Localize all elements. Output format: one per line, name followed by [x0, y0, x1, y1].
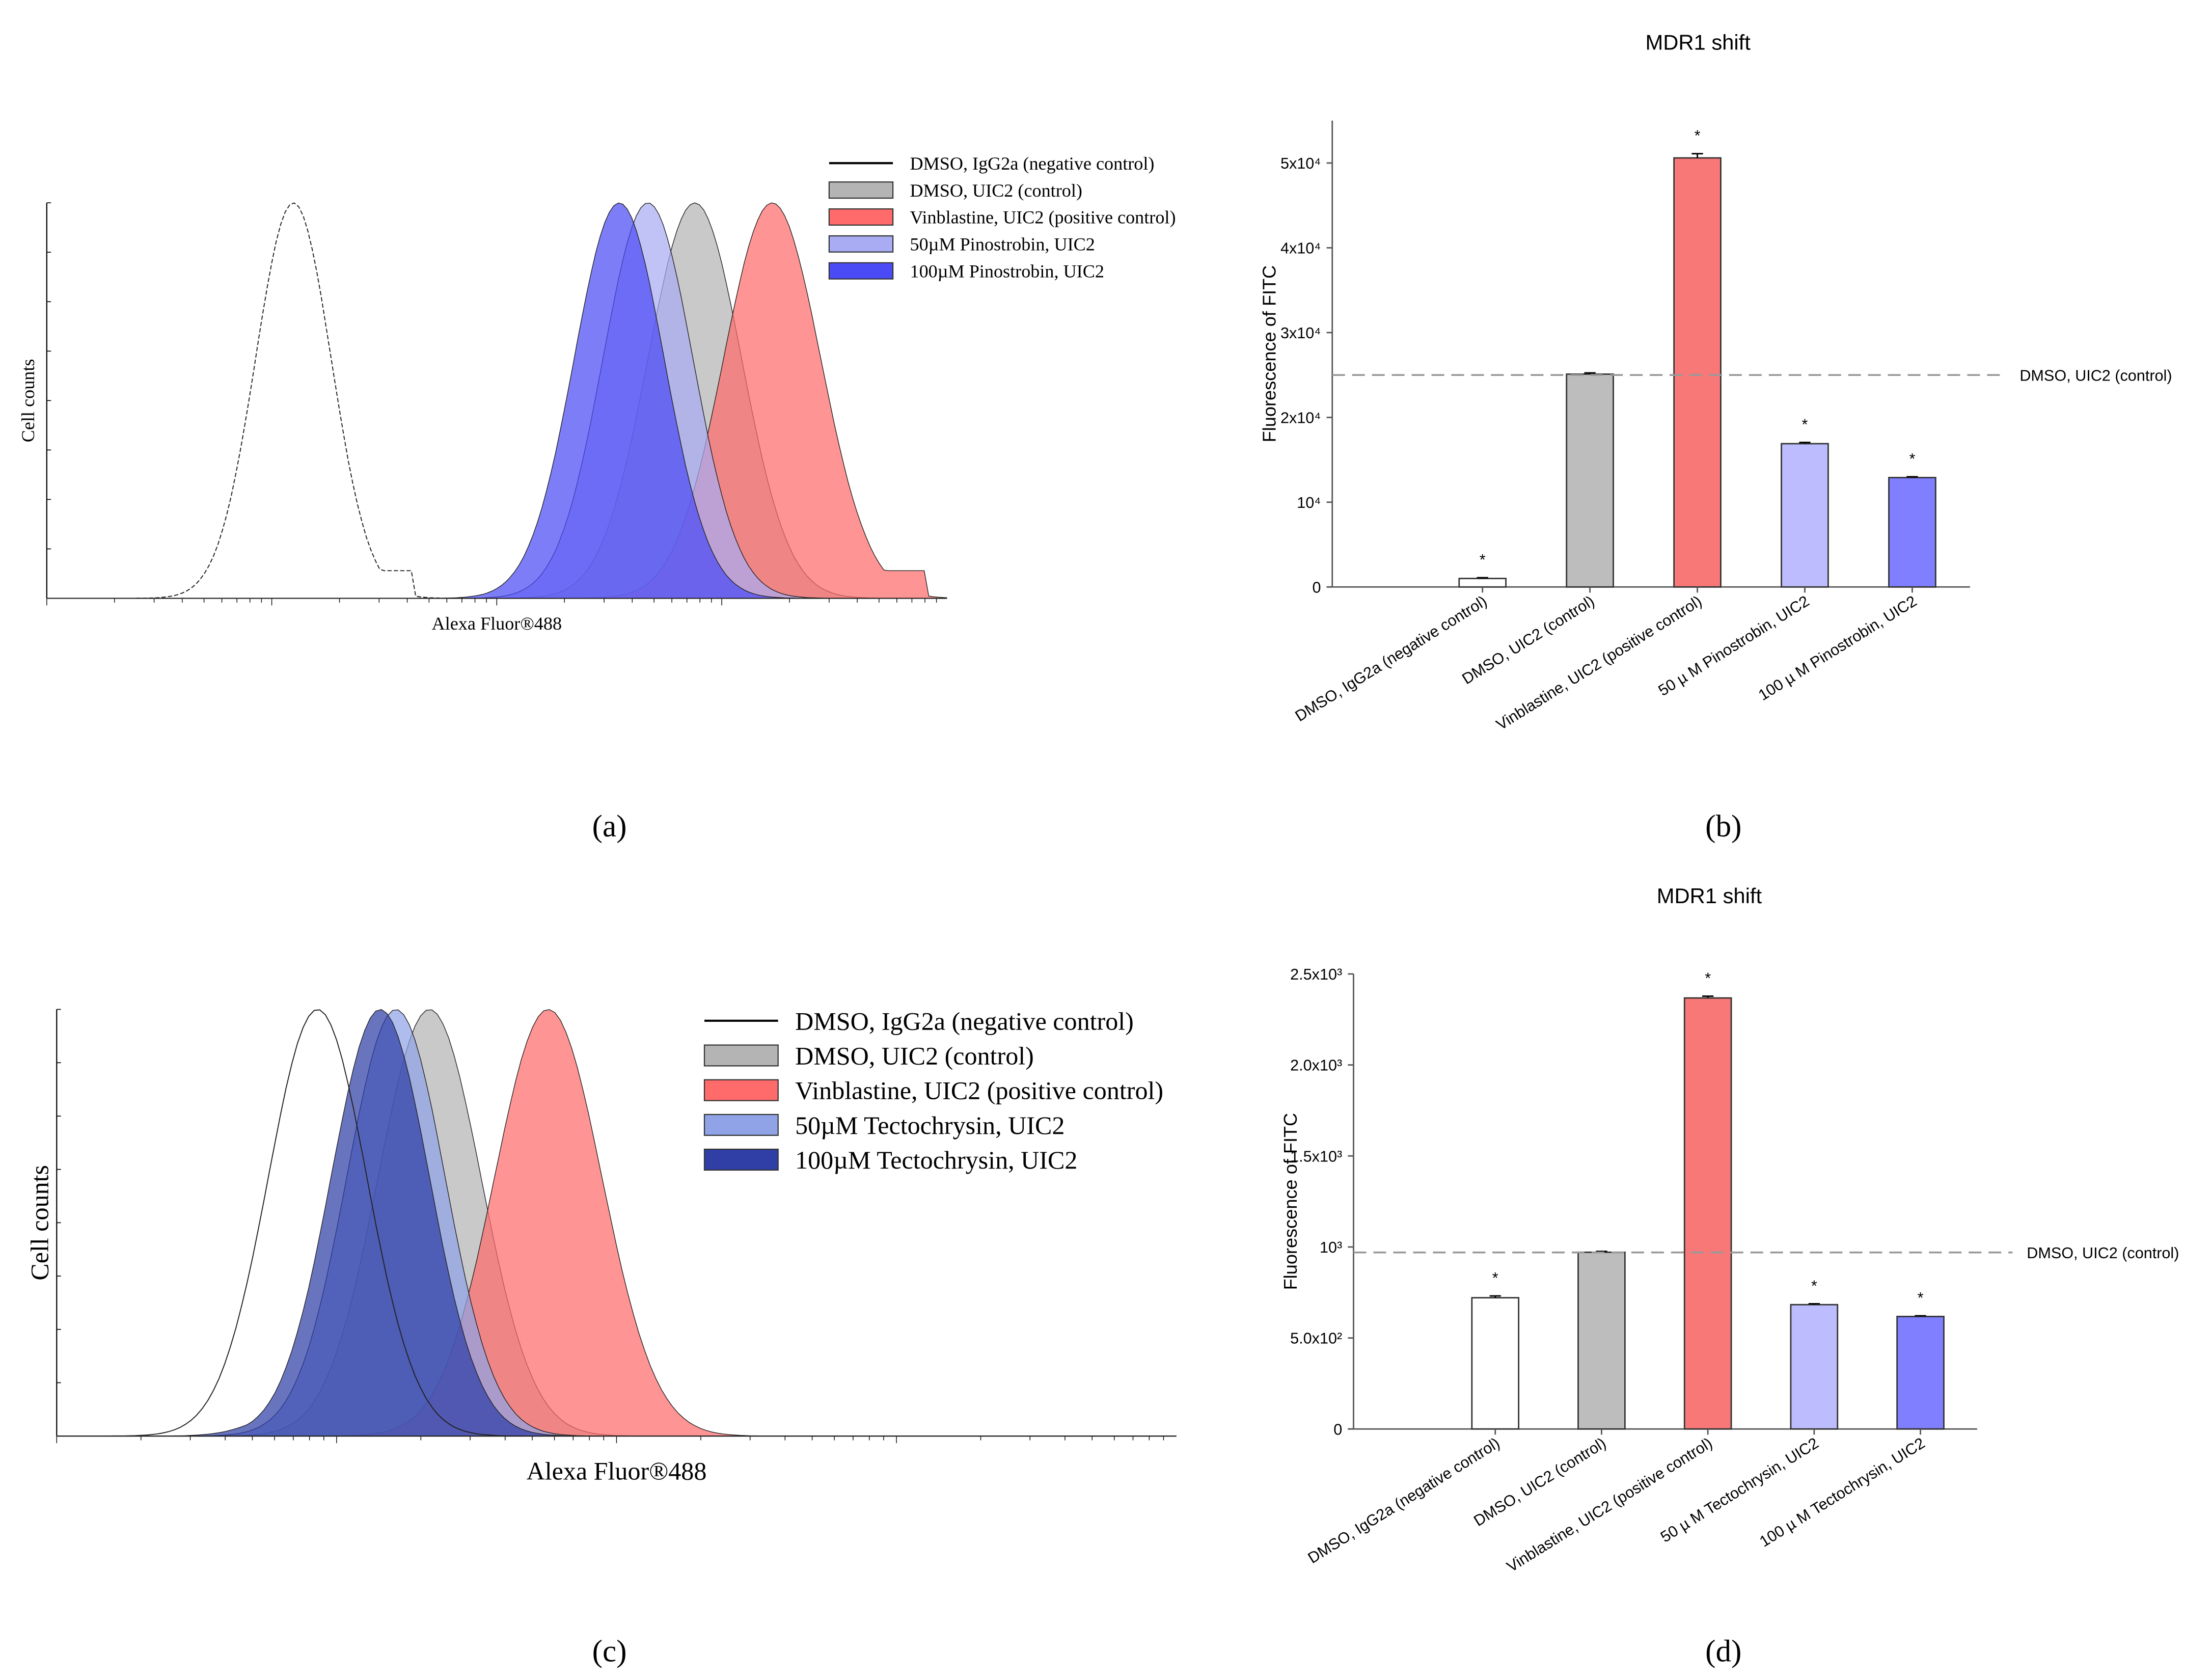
y-tick-label: 2x10⁴ — [1280, 410, 1321, 427]
x-tick-label: Vinblastine, UIC2 (positive control) — [1493, 592, 1705, 734]
y-tick-label: 3x10⁴ — [1280, 324, 1321, 342]
y-tick-label: 0 — [1312, 579, 1321, 596]
reference-line-label: DMSO, UIC2 (control) — [2019, 367, 2172, 384]
bar — [1790, 1304, 1839, 1430]
legend-label: 50µM Pinostrobin, UIC2 — [910, 234, 1095, 255]
legend-label: Vinblastine, UIC2 (positive control) — [910, 207, 1176, 228]
legend-swatch — [703, 1044, 779, 1067]
legend-swatch — [703, 1079, 779, 1101]
bar — [1458, 578, 1507, 588]
y-axis-label: Fluorescence of FITC — [1259, 265, 1279, 443]
panel-d-bar-chart: MDR1 shift 0 5.0x10² 10³ 1.5x10³ 2.0x10³ 2.5x1… — [1280, 884, 2179, 1576]
panel-b-bar-chart: MDR1 shift 0 10⁴ 2x10⁴ 3x10⁴ 4x10⁴ 5x10⁴ Fluore… — [1259, 31, 2172, 734]
x-tick-label: DMSO, IgG2a (negative control) — [1292, 592, 1490, 725]
panel-label-b: (b) — [1705, 809, 1741, 844]
panel-c-histogram: DMSO, IgG2a (negative control) DMSO, UIC2… — [25, 1007, 1177, 1485]
y-tick-label: 10⁴ — [1297, 494, 1321, 511]
legend-label: 100µM Pinostrobin, UIC2 — [910, 261, 1104, 281]
legend-label: DMSO, IgG2a (negative control) — [795, 1007, 1134, 1035]
bar — [1888, 477, 1936, 588]
panel-label-c: (c) — [592, 1634, 627, 1669]
panel-a-histogram: DMSO, IgG2a (negative control) DMSO, UIC2… — [18, 153, 1176, 634]
legend-label: DMSO, IgG2a (negative control) — [910, 153, 1154, 174]
significance-marker: * — [1802, 416, 1808, 433]
significance-marker: * — [1492, 1269, 1498, 1287]
y-axis-label: Cell counts — [25, 1165, 54, 1281]
y-tick-label: 10³ — [1320, 1239, 1342, 1256]
chart-title: MDR1 shift — [1645, 31, 1751, 55]
bar — [1896, 1316, 1945, 1430]
x-tick-label: Vinblastine, UIC2 (positive control) — [1504, 1434, 1715, 1576]
legend-label: 50µM Tectochrysin, UIC2 — [795, 1111, 1064, 1140]
y-axis-label: Fluorescence of FITC — [1280, 1113, 1301, 1290]
legend-swatch — [828, 181, 894, 199]
bar — [1471, 1297, 1520, 1430]
x-tick-label: 100 µ M Tectochrysin, UIC2 — [1757, 1434, 1928, 1551]
reference-line-label: DMSO, UIC2 (control) — [2027, 1244, 2179, 1262]
legend-label: Vinblastine, UIC2 (positive control) — [795, 1076, 1163, 1105]
significance-marker: * — [1695, 127, 1701, 145]
bar — [1566, 373, 1614, 588]
bar — [1683, 997, 1732, 1430]
bar — [1781, 443, 1829, 588]
significance-marker: * — [1918, 1289, 1924, 1307]
legend-swatch — [828, 208, 894, 226]
y-tick-label: 5x10⁴ — [1280, 155, 1321, 172]
bar — [1577, 1251, 1626, 1430]
legend-swatch — [828, 262, 894, 280]
y-tick-label: 1.5x10³ — [1290, 1148, 1342, 1165]
significance-marker: * — [1480, 551, 1486, 568]
legend-swatch — [828, 235, 894, 253]
x-axis-label: Alexa Fluor®488 — [432, 613, 562, 634]
y-axis-label: Cell counts — [18, 359, 38, 443]
y-tick-label: 2.5x10³ — [1290, 966, 1342, 983]
histogram-1 — [57, 1009, 1177, 1437]
legend-label: DMSO, UIC2 (control) — [910, 180, 1082, 201]
histogram-3 — [46, 202, 947, 599]
panel-label-d: (d) — [1705, 1634, 1741, 1669]
legend-swatch — [703, 1114, 779, 1136]
legend-label: 100µM Tectochrysin, UIC2 — [795, 1146, 1077, 1174]
significance-marker: * — [1811, 1277, 1817, 1294]
legend-label: DMSO, UIC2 (control) — [795, 1042, 1034, 1070]
y-tick-label: 2.0x10³ — [1290, 1057, 1342, 1074]
legend-swatch — [703, 1148, 779, 1171]
panel-label-a: (a) — [592, 809, 627, 844]
y-tick-label: 0 — [1333, 1421, 1342, 1438]
y-tick-label: 4x10⁴ — [1280, 240, 1321, 257]
x-tick-label: DMSO, IgG2a (negative control) — [1305, 1434, 1503, 1567]
significance-marker: * — [1705, 970, 1711, 987]
significance-marker: * — [1909, 450, 1915, 468]
bar — [1673, 157, 1722, 588]
histogram-3 — [57, 1009, 1177, 1437]
x-axis-label: Alexa Fluor®488 — [527, 1456, 707, 1485]
y-tick-label: 5.0x10² — [1290, 1330, 1342, 1347]
chart-title: MDR1 shift — [1657, 884, 1762, 908]
histogram-1 — [46, 202, 947, 599]
